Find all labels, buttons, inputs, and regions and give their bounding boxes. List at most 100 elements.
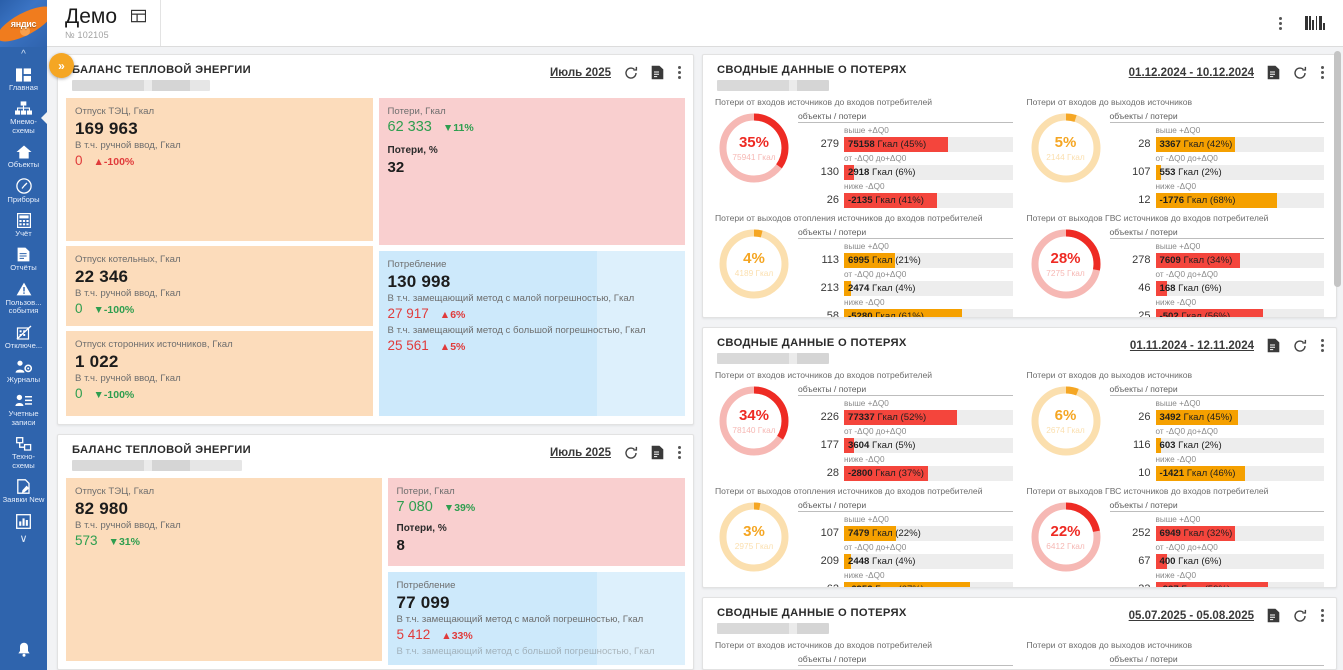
- barcode-icon[interactable]: [1304, 16, 1325, 30]
- losses-body: Потери от входов источников до входов по…: [703, 366, 1336, 588]
- period-link[interactable]: 01.12.2024 - 10.12.2024: [1128, 66, 1254, 79]
- kebab-menu-icon[interactable]: [1320, 339, 1324, 353]
- refresh-icon[interactable]: [1293, 66, 1307, 80]
- donut-subvalue: 2144 Гкал: [1046, 151, 1085, 162]
- bar-row[interactable]: 209 2448 Гкал (4%): [798, 554, 1013, 570]
- bar-row[interactable]: 226 77337 Гкал (52%): [798, 410, 1013, 426]
- sidebar-item-charts[interactable]: [0, 509, 47, 534]
- period-link[interactable]: Июль 2025: [550, 446, 611, 459]
- page-title-block: Демо № 102105: [47, 0, 162, 46]
- sidebar-item-pribory[interactable]: Приборы: [0, 174, 47, 208]
- bar-track: 3367 Гкал (42%): [1155, 137, 1324, 152]
- refresh-icon[interactable]: [624, 66, 638, 80]
- bell-icon[interactable]: [17, 642, 31, 670]
- bars-header: объекты / потери: [798, 654, 1013, 667]
- card-header: БАЛАНС ТЕПЛОВОЙ ЭНЕРГИИ Июль 2025: [58, 55, 693, 93]
- sidebar-item-mnemoshemy[interactable]: Мнемо-схемы: [0, 96, 47, 139]
- expand-panel-button[interactable]: »: [49, 53, 74, 78]
- losses-card-1: СВОДНЫЕ ДАННЫЕ О ПОТЕРЯХ 01.12.2024 - 10…: [702, 54, 1337, 319]
- bar-row[interactable]: 28 -2800 Гкал (37%): [798, 466, 1013, 482]
- bar-row[interactable]: 28 3367 Гкал (42%): [1110, 137, 1324, 152]
- export-document-icon[interactable]: [651, 445, 664, 460]
- bar-row[interactable]: 278 7609 Гкал (34%): [1110, 253, 1324, 268]
- bar-range-label: ниже -ΔQ0: [1155, 298, 1197, 307]
- bar-value-text: 603 Гкал (2%): [1159, 440, 1222, 452]
- vertical-scrollbar[interactable]: [1333, 51, 1342, 666]
- refresh-icon[interactable]: [1293, 339, 1307, 353]
- metric-sub-value: 0: [75, 153, 83, 168]
- refresh-icon[interactable]: [1293, 609, 1307, 623]
- bar-value-text: 2474 Гкал (4%): [848, 283, 916, 294]
- metric-delta: ▼31%: [108, 536, 140, 549]
- sidebar-item-polzovatelskie-sobytiya[interactable]: Пользов... события: [0, 277, 47, 320]
- bar-range-label: от -ΔQ0 до+ΔQ0: [1155, 543, 1218, 553]
- bar-row[interactable]: 46 168 Гкал (6%): [1110, 281, 1324, 296]
- bar-object-count: 26: [1138, 411, 1151, 424]
- bar-row[interactable]: 107 7479 Гкал (22%): [798, 526, 1013, 542]
- sidebar-item-tehnoshemy[interactable]: Техно-схемы: [0, 431, 47, 474]
- sidebar-item-glavnaya[interactable]: Главная: [0, 62, 47, 96]
- kebab-menu-icon[interactable]: [1320, 609, 1324, 623]
- bar-row[interactable]: 279 75158 Гкал (45%): [798, 137, 1013, 152]
- chevron-up-icon[interactable]: ^: [21, 49, 26, 60]
- sidebar-item-zayavki-new[interactable]: Заявки New: [0, 474, 47, 508]
- bar-object-count: 113: [821, 254, 839, 266]
- kebab-menu-icon[interactable]: [1279, 16, 1283, 30]
- sidebar-item-otklyucheniya[interactable]: Отключе...: [0, 320, 47, 354]
- bar-row[interactable]: 116 603 Гкал (2%): [1110, 438, 1324, 454]
- losses-label: Потери, Гкал: [396, 486, 455, 498]
- bar-fill: [844, 438, 855, 454]
- bar-row[interactable]: 107 553 Гкал (2%): [1110, 165, 1324, 180]
- bar-object-count: 25: [1138, 310, 1151, 319]
- chevron-down-icon[interactable]: ∨: [19, 532, 28, 545]
- bar-track: 3604 Гкал (5%): [844, 438, 1013, 454]
- donut-subvalue: 7275 Гкал: [1046, 267, 1085, 278]
- page-subtitle: № 102105: [65, 30, 109, 40]
- bar-row[interactable]: 33 -937 Гкал (59%): [1110, 582, 1324, 588]
- bar-row[interactable]: 113 6995 Гкал (21%): [798, 253, 1013, 268]
- bar-row[interactable]: 26 3492 Гкал (45%): [1110, 410, 1324, 426]
- bar-fill: [844, 253, 895, 268]
- grid-layout-icon[interactable]: [131, 9, 147, 24]
- bar-range-label: выше +ΔQ0: [1155, 242, 1201, 251]
- sidebar-item-otchety[interactable]: Отчёты: [0, 242, 47, 276]
- metric-label: Отпуск сторонних источников, Гкал: [75, 339, 233, 351]
- kebab-menu-icon[interactable]: [677, 446, 681, 460]
- bar-row[interactable]: 252 6949 Гкал (32%): [1110, 526, 1324, 542]
- export-document-icon[interactable]: [1267, 338, 1280, 353]
- kebab-menu-icon[interactable]: [677, 66, 681, 79]
- bar-row[interactable]: 213 2474 Гкал (4%): [798, 281, 1013, 296]
- scrollbar-thumb[interactable]: [1334, 51, 1341, 287]
- sidebar-item-obekty[interactable]: Объекты: [0, 139, 47, 173]
- donut-percent: 35%: [738, 133, 769, 151]
- export-document-icon[interactable]: [1267, 608, 1280, 623]
- bar-object-count: 67: [1138, 555, 1151, 568]
- bar-object-count: 209: [820, 555, 839, 568]
- sidebar-item-zhurnaly[interactable]: Журналы: [0, 354, 47, 388]
- donut-subvalue: 75941 Гкал: [732, 151, 776, 162]
- bar-range-label: выше +ΔQ0: [844, 242, 889, 251]
- app-logo[interactable]: яндис: [0, 0, 47, 47]
- refresh-icon[interactable]: [624, 446, 638, 460]
- bar-row[interactable]: 58 -5280 Гкал (61%): [798, 309, 1013, 318]
- donut-percent: 22%: [1050, 522, 1081, 540]
- bar-row[interactable]: 177 3604 Гкал (5%): [798, 438, 1013, 454]
- bar-row[interactable]: 26 -2135 Гкал (41%): [798, 193, 1013, 208]
- card-title: БАЛАНС ТЕПЛОВОЙ ЭНЕРГИИ: [72, 64, 252, 76]
- supply-column: Отпуск ТЭЦ, Гкал 82 980 В т.ч. ручной вв…: [66, 478, 382, 661]
- bar-row[interactable]: 130 2918 Гкал (6%): [798, 165, 1013, 180]
- bar-row[interactable]: 67 400 Гкал (6%): [1110, 554, 1324, 570]
- bar-row[interactable]: 10 -1421 Гкал (46%): [1110, 466, 1324, 482]
- bar-row[interactable]: 12 -1776 Гкал (68%): [1110, 193, 1324, 208]
- period-link[interactable]: 05.07.2025 - 05.08.2025: [1128, 609, 1254, 622]
- sidebar-item-uchetnye-zapisi[interactable]: Учетные записи: [0, 388, 47, 431]
- donut-subvalue: 2975 Гкал: [734, 540, 774, 551]
- bar-row[interactable]: 25 -502 Гкал (56%): [1110, 309, 1324, 319]
- kebab-menu-icon[interactable]: [1320, 66, 1324, 79]
- bar-row[interactable]: 62 -6952 Гкал (67%): [798, 582, 1013, 588]
- export-document-icon[interactable]: [651, 65, 664, 80]
- period-link[interactable]: 01.11.2024 - 12.11.2024: [1129, 339, 1254, 352]
- period-link[interactable]: Июль 2025: [550, 66, 611, 79]
- export-document-icon[interactable]: [1267, 65, 1280, 80]
- sidebar-item-uchet[interactable]: Учёт: [0, 208, 47, 242]
